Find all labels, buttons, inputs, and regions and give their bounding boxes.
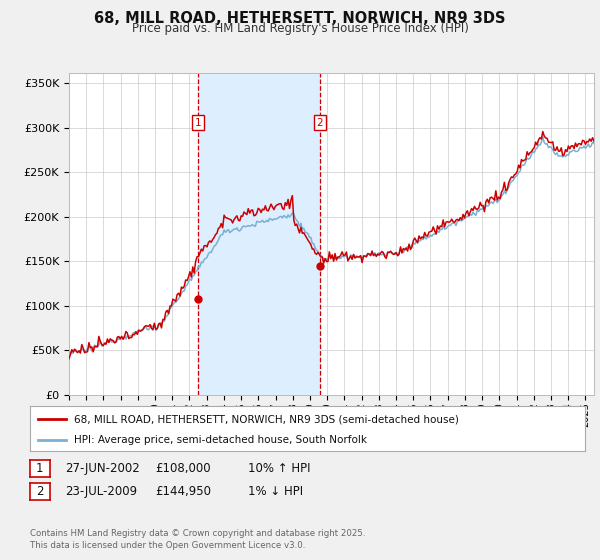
Text: 68, MILL ROAD, HETHERSETT, NORWICH, NR9 3DS: 68, MILL ROAD, HETHERSETT, NORWICH, NR9 … bbox=[94, 11, 506, 26]
Text: 68, MILL ROAD, HETHERSETT, NORWICH, NR9 3DS (semi-detached house): 68, MILL ROAD, HETHERSETT, NORWICH, NR9 … bbox=[74, 414, 459, 424]
Text: HPI: Average price, semi-detached house, South Norfolk: HPI: Average price, semi-detached house,… bbox=[74, 435, 367, 445]
Text: 1: 1 bbox=[36, 462, 44, 475]
Text: Price paid vs. HM Land Registry's House Price Index (HPI): Price paid vs. HM Land Registry's House … bbox=[131, 22, 469, 35]
Text: £144,950: £144,950 bbox=[155, 484, 211, 498]
Text: Contains HM Land Registry data © Crown copyright and database right 2025.
This d: Contains HM Land Registry data © Crown c… bbox=[30, 529, 365, 550]
Text: 1% ↓ HPI: 1% ↓ HPI bbox=[248, 484, 303, 498]
Text: 10% ↑ HPI: 10% ↑ HPI bbox=[248, 462, 310, 475]
Text: £108,000: £108,000 bbox=[155, 462, 211, 475]
Bar bbox=[198, 73, 320, 395]
Text: 23-JUL-2009: 23-JUL-2009 bbox=[65, 484, 137, 498]
Text: 2: 2 bbox=[316, 118, 323, 128]
Text: 2: 2 bbox=[36, 484, 44, 498]
Text: 1: 1 bbox=[194, 118, 201, 128]
Text: 27-JUN-2002: 27-JUN-2002 bbox=[65, 462, 140, 475]
